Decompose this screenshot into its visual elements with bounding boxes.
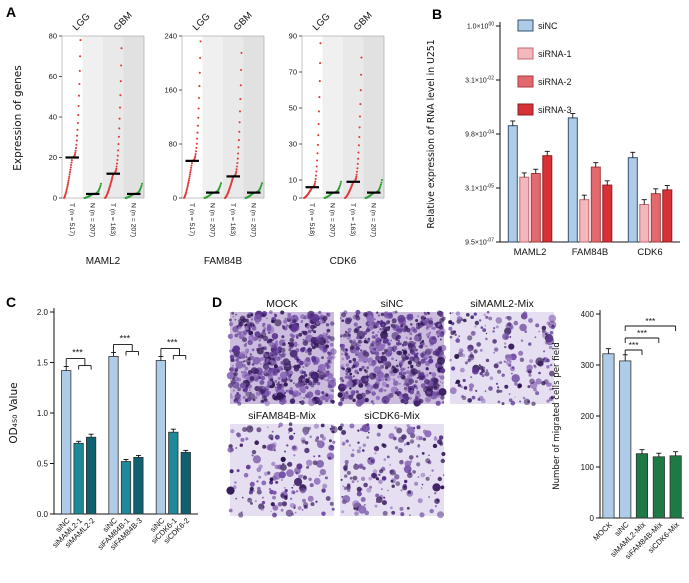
svg-text:1.5: 1.5 — [37, 358, 49, 367]
svg-text:GBM: GBM — [232, 10, 255, 33]
migrated-cells-bar-chart: 0100200300400MOCKsiNCsiMAML2-MixsiFAM84B… — [581, 310, 684, 561]
panel-b-y-axis-title: Relative expression of RNA level in U251 — [426, 39, 437, 229]
svg-text:240: 240 — [164, 32, 177, 41]
svg-text:100: 100 — [581, 463, 595, 472]
svg-text:FAM84B: FAM84B — [204, 256, 243, 267]
sicdk6-micrograph — [337, 423, 446, 519]
svg-text:siRNA-1: siRNA-1 — [538, 49, 572, 59]
svg-text:***: *** — [167, 337, 178, 347]
svg-text:90: 90 — [289, 32, 297, 41]
cdk6-expression-plot: LGG GBM 0 10 30 50 70 90 T (n = 518) N (n = 207) T… — [289, 10, 385, 267]
migration-image-mock: MOCK — [226, 298, 337, 407]
svg-text:0: 0 — [173, 194, 177, 203]
svg-text:MAML2: MAML2 — [86, 256, 121, 267]
svg-text:GBM: GBM — [352, 10, 375, 33]
svg-text:400: 400 — [581, 310, 595, 319]
migration-image-sicdk6: siCDK6-Mix — [337, 410, 446, 519]
svg-text:T (n = 163): T (n = 163) — [229, 203, 236, 236]
svg-text:FAM84B: FAM84B — [572, 247, 608, 258]
svg-text:20: 20 — [49, 153, 57, 162]
svg-text:60: 60 — [49, 72, 57, 81]
svg-text:160: 160 — [164, 86, 177, 95]
svg-text:300: 300 — [581, 361, 595, 370]
fam84b-expression-plot: LGG GBM 0 80 160 240 T (n = 517) N (n = 207) T (… — [164, 10, 265, 267]
panel-c-y-axis-title: OD₄₅₀ Value — [8, 382, 20, 444]
svg-text:40: 40 — [49, 113, 57, 122]
svg-text:MOCK: MOCK — [591, 520, 613, 542]
svg-text:LGG: LGG — [191, 11, 213, 33]
svg-text:N (n = 207): N (n = 207) — [328, 203, 335, 237]
svg-text:0: 0 — [53, 194, 57, 203]
migration-image-title-mock: MOCK — [266, 298, 298, 310]
svg-text:50: 50 — [289, 104, 297, 113]
svg-text:T (n = 163): T (n = 163) — [109, 203, 116, 236]
svg-text:T (n = 517): T (n = 517) — [188, 203, 195, 236]
panel-b: B Relative expression of RNA level in U2… — [424, 4, 689, 292]
svg-text:T (n = 163): T (n = 163) — [349, 203, 356, 236]
svg-text:***: *** — [637, 328, 648, 338]
migration-image-title-simaml2: siMAML2-Mix — [470, 298, 534, 310]
svg-text:siNC: siNC — [538, 21, 558, 31]
panel-a: A Expression of genes LGG GBM 0 20 40 60 80 T (… — [6, 4, 422, 292]
simaml2-micrograph — [448, 310, 557, 406]
panel-c: C OD₄₅₀ Value 0.0 0.5 1.0 1.5 2.0 siNC siMAML2… — [2, 294, 210, 583]
svg-text:2.0: 2.0 — [37, 308, 49, 317]
svg-text:1.0×1000: 1.0×1000 — [467, 21, 494, 30]
svg-text:9.5×10-07: 9.5×10-07 — [465, 237, 494, 246]
svg-text:***: *** — [645, 316, 656, 326]
panel-c-label: C — [6, 294, 17, 310]
migration-image-title-sifam84b: siFAM84B-Mix — [248, 410, 316, 422]
svg-text:N (n = 207): N (n = 207) — [369, 203, 376, 237]
maml2-expression-plot: LGG GBM 0 20 40 60 80 T (n = 517) N (n = 207) T (… — [49, 10, 145, 267]
svg-text:***: *** — [72, 348, 83, 358]
svg-text:30: 30 — [289, 140, 297, 149]
svg-text:N (n = 207): N (n = 207) — [129, 203, 136, 237]
svg-text:3.1×10-05: 3.1×10-05 — [465, 183, 494, 192]
svg-text:0: 0 — [590, 514, 595, 523]
svg-text:N (n = 207): N (n = 207) — [88, 203, 95, 237]
sinc-micrograph — [337, 309, 447, 407]
migration-image-simaml2: siMAML2-Mix — [448, 298, 557, 406]
svg-text:siRNA-2: siRNA-2 — [538, 77, 572, 87]
svg-text:N (n = 207): N (n = 207) — [208, 203, 215, 237]
svg-text:LGG: LGG — [71, 11, 93, 33]
mock-micrograph — [226, 310, 337, 407]
panel-d-y-axis-title: Number of migrated cells per field — [552, 342, 562, 490]
svg-text:T (n = 517): T (n = 517) — [68, 203, 75, 236]
svg-text:3.1×10-02: 3.1×10-02 — [465, 75, 494, 84]
migration-image-sifam84b: siFAM84B-Mix — [226, 410, 338, 518]
svg-text:70: 70 — [289, 68, 297, 77]
svg-text:LGG: LGG — [311, 11, 333, 33]
panel-d-label: D — [212, 294, 223, 310]
svg-text:10: 10 — [289, 176, 297, 185]
svg-text:T (n = 518): T (n = 518) — [308, 203, 315, 236]
sifam84b-micrograph — [226, 422, 338, 518]
svg-text:80: 80 — [169, 140, 177, 149]
svg-text:9.8×10-04: 9.8×10-04 — [465, 129, 494, 138]
svg-text:1.0: 1.0 — [37, 409, 49, 418]
svg-text:CDK6: CDK6 — [637, 247, 662, 258]
panel-b-label: B — [432, 6, 443, 22]
migration-image-title-sinc: siNC — [380, 298, 404, 310]
panel-d: D MOCK siNC siMAML2-Mix siFAM84B-Mix siC… — [212, 294, 689, 583]
svg-text:***: *** — [120, 333, 131, 343]
svg-text:GBM: GBM — [112, 10, 135, 33]
svg-text:0.0: 0.0 — [37, 510, 49, 519]
svg-text:siRNA-3: siRNA-3 — [538, 105, 572, 115]
svg-text:***: *** — [629, 340, 640, 350]
panel-a-y-axis-title: Expression of genes — [12, 65, 24, 171]
svg-text:80: 80 — [49, 32, 57, 41]
svg-text:0: 0 — [293, 194, 297, 203]
svg-text:CDK6: CDK6 — [330, 256, 357, 267]
migration-image-title-sicdk6: siCDK6-Mix — [364, 410, 420, 422]
rna-expression-bar-chart: 1.0×1000 3.1×10-02 9.8×10-04 3.1×10-05 9.5×1… — [465, 19, 680, 258]
svg-text:MAML2: MAML2 — [514, 247, 547, 258]
svg-text:N (n = 207): N (n = 207) — [249, 203, 256, 237]
migration-image-sinc: siNC — [337, 298, 447, 407]
svg-text:200: 200 — [581, 412, 595, 421]
panel-a-label: A — [6, 4, 17, 20]
svg-text:0.5: 0.5 — [37, 459, 49, 468]
